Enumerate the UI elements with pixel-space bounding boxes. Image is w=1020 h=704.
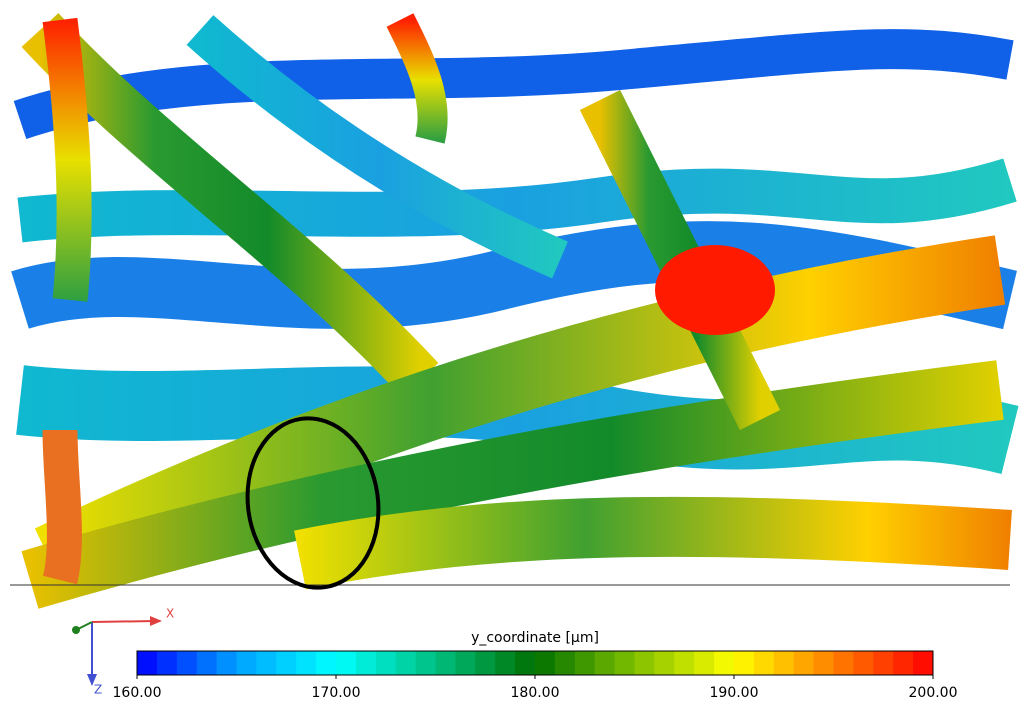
axis-label: Z: [94, 683, 102, 697]
colorbar-step: [157, 651, 177, 675]
colorbar-step: [873, 651, 893, 675]
colorbar-step: [535, 651, 555, 675]
colorbar-step: [794, 651, 814, 675]
colorbar-step: [336, 651, 356, 675]
colorbar-step: [276, 651, 296, 675]
fiber-rendering: [10, 8, 1012, 596]
colorbar-step: [495, 651, 515, 675]
colorbar-step: [654, 651, 674, 675]
tick-label: 160.00: [113, 685, 162, 701]
colorbar-step: [774, 651, 794, 675]
colorbar-step: [694, 651, 714, 675]
colorbar-step: [754, 651, 774, 675]
colorbar-step: [913, 651, 933, 675]
tick-label: 170.00: [312, 685, 361, 701]
colorbar-step: [714, 651, 734, 675]
tick-label: 200.00: [909, 685, 958, 701]
tick-label: 180.00: [511, 685, 560, 701]
colorbar-step: [296, 651, 316, 675]
tick-label: 190.00: [710, 685, 759, 701]
colorbar-step: [515, 651, 535, 675]
colorbar-step: [376, 651, 396, 675]
colorbar-step: [455, 651, 475, 675]
colorbar-step: [893, 651, 913, 675]
colorbar-step: [853, 651, 873, 675]
colorbar-step: [734, 651, 754, 675]
colorbar-step: [575, 651, 595, 675]
screen: X Z y_coordinate [μm] 160.00 170.00 180.00…: [0, 0, 1020, 704]
colorbar-step: [197, 651, 217, 675]
colorbar-step: [177, 651, 197, 675]
colorbar: 160.00 170.00 180.00 190.00 200.00: [113, 651, 958, 701]
colorbar-step: [356, 651, 376, 675]
colorbar-step: [436, 651, 456, 675]
colorbar-step: [635, 651, 655, 675]
colorbar-step: [834, 651, 854, 675]
colorbar-step: [674, 651, 694, 675]
colorbar-step: [555, 651, 575, 675]
colorbar-step: [256, 651, 276, 675]
colorbar-step: [595, 651, 615, 675]
colorbar-step: [475, 651, 495, 675]
colorbar-step: [137, 651, 157, 675]
colorbar-step: [615, 651, 635, 675]
colorbar-step: [814, 651, 834, 675]
colorbar-step: [416, 651, 436, 675]
axis-label: X: [166, 607, 174, 621]
colorbar-step: [316, 651, 336, 675]
colorbar-step: [217, 651, 237, 675]
colorbar-title: y_coordinate [μm]: [471, 630, 599, 646]
colorbar-step: [396, 651, 416, 675]
colorbar-step: [237, 651, 257, 675]
